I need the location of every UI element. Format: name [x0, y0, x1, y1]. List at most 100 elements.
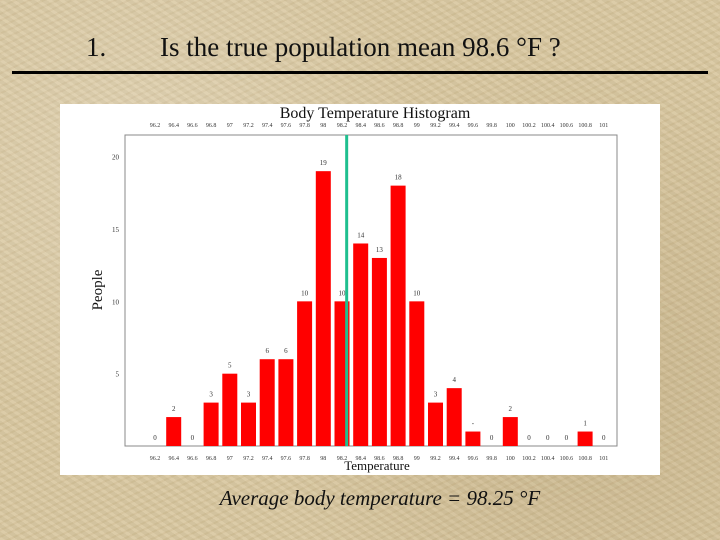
histogram-bar [166, 417, 182, 446]
x-tick-label-top: 97 [227, 123, 233, 129]
x-tick-label-top: 99.6 [468, 123, 479, 129]
x-tick-label-top: 100 [506, 123, 515, 129]
histogram-bar [203, 402, 219, 446]
x-tick-label: 97.6 [281, 456, 292, 462]
x-tick-label: 100 [506, 456, 515, 462]
y-tick-label: 5 [116, 371, 120, 379]
histogram-bar [502, 417, 518, 446]
x-tick-label-top: 100.4 [541, 123, 555, 129]
y-tick-label: 10 [112, 298, 120, 306]
y-tick-label: 15 [112, 226, 120, 234]
x-tick-label-top: 98.2 [337, 123, 348, 129]
bar-value-label: 0 [191, 434, 195, 442]
bar-value-label: 3 [209, 391, 213, 399]
plot-frame [124, 134, 618, 447]
x-tick-label-top: 96.6 [187, 123, 198, 129]
x-tick-label-top: 96.8 [206, 123, 217, 129]
x-tick-label: 100.4 [541, 456, 555, 462]
x-tick-label: 101 [599, 456, 608, 462]
x-tick-label: 100.6 [560, 456, 574, 462]
histogram-bar [241, 402, 256, 446]
title-rule [12, 71, 708, 74]
x-tick-label-top: 96.2 [150, 123, 161, 129]
x-tick-label: 96.8 [206, 456, 217, 462]
bar-value-label: 14 [357, 231, 365, 239]
x-tick-label-top: 98.4 [355, 123, 366, 129]
bar-value-label: 6 [265, 347, 269, 355]
bar-value-label: 0 [546, 434, 550, 442]
bar-value-label: 2 [172, 405, 176, 413]
x-tick-label: 98.4 [355, 456, 366, 462]
histogram-bar [278, 359, 294, 446]
x-tick-label: 98.2 [337, 456, 348, 462]
bar-value-label: 3 [247, 391, 251, 399]
bar-value-label: 1 [583, 420, 587, 428]
x-tick-label: 96.2 [150, 456, 161, 462]
slide-number: 1. [86, 32, 107, 62]
histogram-bar [315, 171, 331, 446]
x-tick-label: 98.6 [374, 456, 385, 462]
x-tick-label-top: 99 [414, 123, 420, 129]
x-tick-label-top: 100.6 [560, 123, 574, 129]
x-tick-label: 97.2 [243, 456, 254, 462]
x-tick-label-top: 96.4 [168, 123, 179, 129]
x-tick-label-top: 97.6 [281, 123, 292, 129]
x-tick-label-top: 99.2 [430, 123, 441, 129]
histogram-bar [409, 301, 425, 446]
x-tick-label: 97.8 [299, 456, 310, 462]
histogram-bar [371, 257, 387, 446]
x-tick-label: 96.6 [187, 456, 198, 462]
histogram-panel: Body Temperature Histogram 96.2 96.4 96.6 9… [60, 104, 660, 475]
bar-value-label: 5 [228, 362, 232, 370]
bar-value-label: 6 [284, 347, 288, 355]
x-tick-label-top: 98.8 [393, 123, 404, 129]
x-tick-label: 96.4 [168, 456, 179, 462]
x-tick-label-top: 99.8 [486, 123, 497, 129]
x-tick-label-top: 100.8 [578, 123, 592, 129]
x-tick-label-top: 98.6 [374, 123, 385, 129]
histogram-bar [353, 243, 369, 446]
bar-value-label: 19 [320, 159, 328, 167]
bar-value-label: 10 [301, 289, 309, 297]
x-tick-label: 99.2 [430, 456, 441, 462]
bar-value-label: 0 [602, 434, 606, 442]
histogram-bar [390, 185, 406, 446]
bar-value-label: 4 [452, 376, 456, 384]
y-tick-label: 20 [112, 154, 120, 162]
bar-value-label: 0 [527, 434, 531, 442]
bar-value-label: 2 [509, 405, 513, 413]
x-tick-label: 98.8 [393, 456, 404, 462]
histogram-bar [428, 402, 443, 446]
mean-caption: Average body temperature = 98.25 °F [219, 486, 541, 510]
bar-value-label: 0 [490, 434, 494, 442]
y-axis-label: People [90, 269, 106, 310]
bar-value-label: 10 [413, 289, 421, 297]
histogram-bar [222, 373, 238, 446]
x-tick-label: 99.8 [486, 456, 497, 462]
x-tick-label: 97 [227, 456, 233, 462]
x-tick-label: 97.4 [262, 456, 273, 462]
x-tick-label-top: 97.8 [299, 123, 310, 129]
bar-value-label: 0 [565, 434, 569, 442]
x-tick-label: 100.2 [522, 456, 536, 462]
slide-title: 1. Is the true population mean 98.6 °F ? [0, 26, 720, 70]
chart-title: Body Temperature Histogram [280, 105, 471, 122]
x-tick-label: 99.6 [468, 456, 479, 462]
bar-value-label: 3 [434, 391, 438, 399]
bar-value-label: 13 [376, 246, 384, 254]
histogram-bar [577, 431, 593, 446]
bar-value-label: 10 [339, 289, 347, 297]
histogram-bar [297, 301, 313, 446]
x-tick-label: 99.4 [449, 456, 460, 462]
histogram-bar [259, 359, 275, 446]
x-tick-label: 100.8 [578, 456, 592, 462]
bar-value-label: 0 [153, 434, 157, 442]
x-tick-label-top: 98 [320, 123, 326, 129]
x-tick-label-top: 97.2 [243, 123, 254, 129]
x-tick-label-top: 97.4 [262, 123, 273, 129]
x-tick-label-top: 100.2 [522, 123, 536, 129]
histogram-bar [446, 388, 462, 446]
bar-value-label: - [472, 420, 475, 428]
x-tick-label: 99 [414, 456, 420, 462]
histogram-bar [465, 431, 481, 446]
